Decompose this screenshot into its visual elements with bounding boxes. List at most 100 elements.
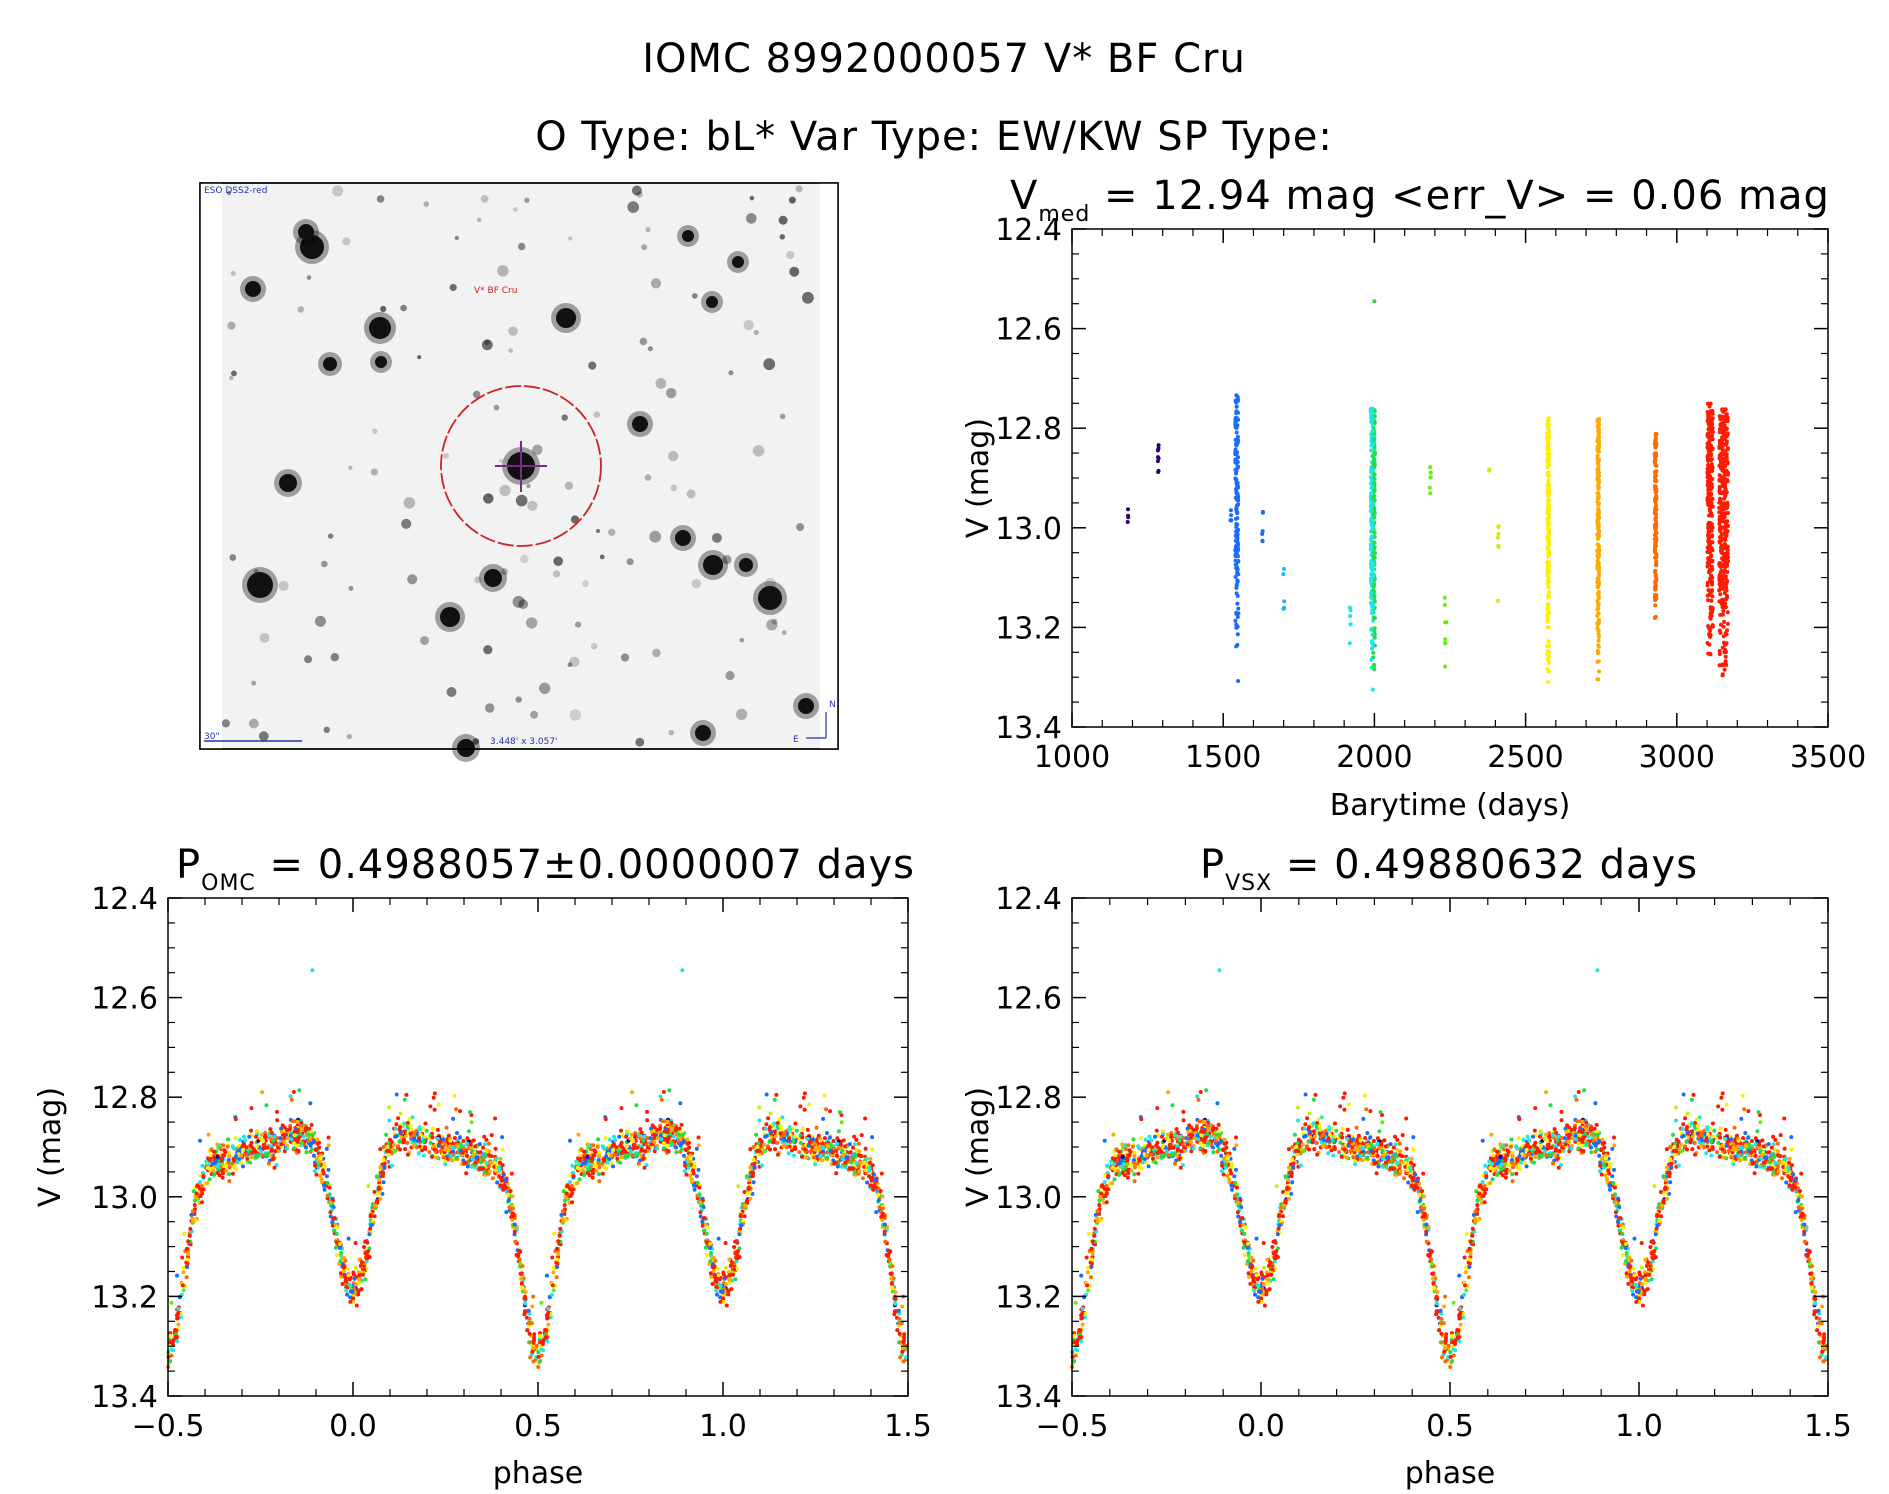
lightcurve-point: [1370, 429, 1375, 434]
phase-omc-point: [802, 1147, 807, 1152]
phase-omc-point: [233, 1136, 238, 1141]
phase-omc-point: [876, 1198, 881, 1203]
phase-omc-point: [662, 1129, 667, 1134]
phase-omc-ylabel: V (mag): [33, 1087, 68, 1207]
phase-omc-point: [702, 1216, 707, 1221]
lightcurve-point: [1596, 542, 1601, 547]
finder-star: [524, 197, 530, 203]
phase-omc-point: [345, 1266, 350, 1271]
lightcurve-point: [1596, 638, 1601, 643]
lightcurve-point: [1370, 687, 1375, 692]
lightcurve-point: [1372, 515, 1377, 520]
phase-omc-point: [432, 1107, 437, 1112]
phase-omc-point: [554, 1275, 559, 1280]
phase-omc-point: [868, 1156, 873, 1161]
phase-omc-point: [604, 1166, 609, 1171]
lightcurve-point: [1281, 572, 1286, 577]
phase-omc-point: [226, 1137, 231, 1142]
finder-star: [691, 579, 702, 589]
lightcurve-point: [1156, 455, 1160, 460]
lightcurve-point: [1546, 523, 1550, 528]
finder-star: [372, 428, 378, 434]
phase-omc-point: [206, 1132, 211, 1137]
lightcurve-point: [1546, 618, 1550, 623]
lightcurve-point: [1725, 555, 1730, 560]
phase-omc-point: [411, 1143, 416, 1148]
phase-vsx-point: [1371, 1139, 1376, 1143]
finder-star: [788, 196, 796, 204]
phase-omc-point: [353, 1241, 358, 1245]
lightcurve-point: [1595, 563, 1600, 568]
lightcurve-point: [1725, 447, 1730, 451]
finder-star: [771, 618, 778, 625]
phase-omc-point: [220, 1175, 225, 1180]
phase-vsx-point: [1475, 1203, 1480, 1207]
finder-star: [670, 484, 678, 492]
finder-star: [650, 278, 662, 289]
lightcurve-point: [1721, 609, 1726, 613]
phase-omc-point: [231, 1146, 236, 1151]
lightcurve-point: [1723, 659, 1728, 664]
phase-omc-point: [493, 1168, 498, 1173]
phase-omc-point: [176, 1311, 181, 1316]
lightcurve-point: [1546, 491, 1551, 496]
phase-omc-point: [585, 1171, 590, 1175]
phase-omc-point: [828, 1142, 833, 1147]
phase-omc-point: [170, 1342, 175, 1346]
phase-omc-point: [198, 1138, 202, 1143]
lightcurve-point: [1597, 669, 1601, 674]
lightcurve-point: [1723, 537, 1728, 542]
phase-omc-point: [292, 1141, 296, 1146]
lightcurve-point: [1546, 478, 1551, 483]
finder-star: [712, 533, 722, 543]
finder-star: [539, 682, 551, 694]
phase-omc-point: [405, 1140, 410, 1145]
phase-omc-point: [417, 1127, 422, 1132]
phase-omc-point: [751, 1145, 756, 1149]
phase-omc-point: [374, 1174, 379, 1179]
phase-omc-point: [745, 1191, 750, 1196]
finder-star: [508, 348, 514, 353]
phase-omc-point: [385, 1144, 390, 1149]
phase-omc-point: [786, 1151, 791, 1156]
phase-omc-point: [375, 1191, 380, 1196]
phase-omc-point: [191, 1219, 195, 1224]
phase-omc-point: [895, 1328, 900, 1333]
phase-omc-point: [322, 1187, 327, 1192]
phase-omc-point: [451, 1116, 456, 1121]
finder-star: [779, 234, 785, 240]
lightcurve-point: [1370, 604, 1375, 609]
lightcurve-point: [1371, 562, 1376, 566]
phase-omc-point: [227, 1172, 231, 1177]
phase-omc-point: [288, 1133, 293, 1138]
finder-star: [454, 235, 459, 241]
lightcurve-point: [1706, 463, 1711, 467]
phase-omc-point: [242, 1134, 246, 1139]
lightcurve-point: [1228, 508, 1233, 513]
lightcurve-point: [1706, 427, 1711, 432]
phase-omc-point: [774, 1092, 779, 1097]
lightcurve-point: [1595, 491, 1600, 496]
lightcurve-point: [1719, 538, 1724, 543]
phase-omc-point: [381, 1157, 386, 1162]
phase-omc-point: [372, 1214, 377, 1219]
lightcurve-point: [1546, 625, 1551, 630]
phase-omc-point: [207, 1177, 212, 1182]
lightcurve-point: [1705, 410, 1710, 414]
lightcurve-point: [1595, 460, 1600, 465]
lightcurve-point: [1724, 642, 1729, 646]
phase-omc-point: [220, 1156, 225, 1161]
target-crosshair: [495, 441, 547, 492]
finder-star: [746, 213, 757, 224]
lightcurve-point: [1710, 594, 1715, 599]
phase-omc-point: [680, 1132, 685, 1137]
finder-star: [652, 648, 661, 658]
phase-omc-point: [608, 1137, 612, 1142]
finder-star: [259, 632, 270, 643]
phase-omc-point: [669, 1126, 674, 1131]
phase-omc-point: [493, 1146, 498, 1151]
lightcurve-point: [1370, 632, 1375, 637]
finder-star: [254, 569, 259, 574]
phase-omc-point: [227, 1153, 231, 1158]
phase-vsx-title-sub: VSX: [1225, 871, 1272, 896]
